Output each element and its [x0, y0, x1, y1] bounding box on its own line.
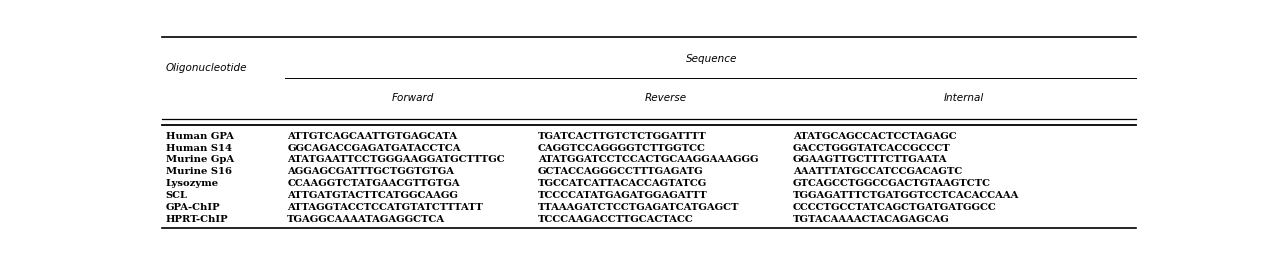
Text: TGGAGATTTCTGATGGTCCTCACACCAAA: TGGAGATTTCTGATGGTCCTCACACCAAA [793, 191, 1019, 200]
Text: TTAAAGATCTCCTGAGATCATGAGCT: TTAAAGATCTCCTGAGATCATGAGCT [538, 203, 739, 212]
Text: TGCCATCATTACACCAGTATCG: TGCCATCATTACACCAGTATCG [538, 179, 708, 188]
Text: TGAGGCAAAATAGAGGCTCA: TGAGGCAAAATAGAGGCTCA [287, 215, 445, 224]
Text: HPRT-ChIP: HPRT-ChIP [166, 215, 229, 224]
Text: Murine S16: Murine S16 [166, 167, 231, 176]
Text: ATATGCAGCCACTCCTAGAGC: ATATGCAGCCACTCCTAGAGC [793, 132, 957, 141]
Text: ATTGTCAGCAATTGTGAGCATA: ATTGTCAGCAATTGTGAGCATA [287, 132, 458, 141]
Text: AAATTTATGCCATCCGACAGTC: AAATTTATGCCATCCGACAGTC [793, 167, 962, 176]
Text: Internal: Internal [944, 93, 985, 103]
Text: Human S14: Human S14 [166, 144, 231, 152]
Text: GCTACCAGGGCCTTTGAGATG: GCTACCAGGGCCTTTGAGATG [538, 167, 704, 176]
Text: CAGGTCCAGGGGTCTTGGTCC: CAGGTCCAGGGGTCTTGGTCC [538, 144, 707, 152]
Text: ATATGAATTCCTGGGAAGGATGCTTTGC: ATATGAATTCCTGGGAAGGATGCTTTGC [287, 155, 504, 165]
Text: CCCCTGCCTATCAGCTGATGATGGCC: CCCCTGCCTATCAGCTGATGATGGCC [793, 203, 996, 212]
Text: ATATGGATCCTCCACTGCAAGGAAAGGG: ATATGGATCCTCCACTGCAAGGAAAGGG [538, 155, 758, 165]
Text: GGCAGACCGAGATGATACCTCA: GGCAGACCGAGATGATACCTCA [287, 144, 461, 152]
Text: TCCCCATATGAGATGGAGATTT: TCCCCATATGAGATGGAGATTT [538, 191, 708, 200]
Text: GACCTGGGTATCACCGCCCT: GACCTGGGTATCACCGCCCT [793, 144, 951, 152]
Text: Oligonucleotide: Oligonucleotide [166, 63, 248, 73]
Text: Human GPA: Human GPA [166, 132, 234, 141]
Text: ATTAGGTACCTCCATGTATCTTTATT: ATTAGGTACCTCCATGTATCTTTATT [287, 203, 483, 212]
Text: TGTACAAAACTACAGAGCAG: TGTACAAAACTACAGAGCAG [793, 215, 949, 224]
Text: GGAAGTTGCTTTCTTGAATA: GGAAGTTGCTTTCTTGAATA [793, 155, 947, 165]
Text: GTCAGCCTGGCCGACTGTAAGTCTC: GTCAGCCTGGCCGACTGTAAGTCTC [793, 179, 991, 188]
Text: AGGAGCGATTTGCTGGTGTGA: AGGAGCGATTTGCTGGTGTGA [287, 167, 454, 176]
Text: CCAAGGTCTATGAACGTTGTGA: CCAAGGTCTATGAACGTTGTGA [287, 179, 460, 188]
Text: Forward: Forward [392, 93, 434, 103]
Text: TCCCAAGACCTTGCACTACC: TCCCAAGACCTTGCACTACC [538, 215, 694, 224]
Text: Reverse: Reverse [645, 93, 686, 103]
Text: GPA-ChIP: GPA-ChIP [166, 203, 220, 212]
Text: Sequence: Sequence [686, 54, 737, 64]
Text: SCL: SCL [166, 191, 188, 200]
Text: TGATCACTTGTCTCTGGATTTT: TGATCACTTGTCTCTGGATTTT [538, 132, 707, 141]
Text: Murine GpA: Murine GpA [166, 155, 234, 165]
Text: Lysozyme: Lysozyme [166, 179, 219, 188]
Text: ATTGATGTACTTCATGGCAAGG: ATTGATGTACTTCATGGCAAGG [287, 191, 458, 200]
